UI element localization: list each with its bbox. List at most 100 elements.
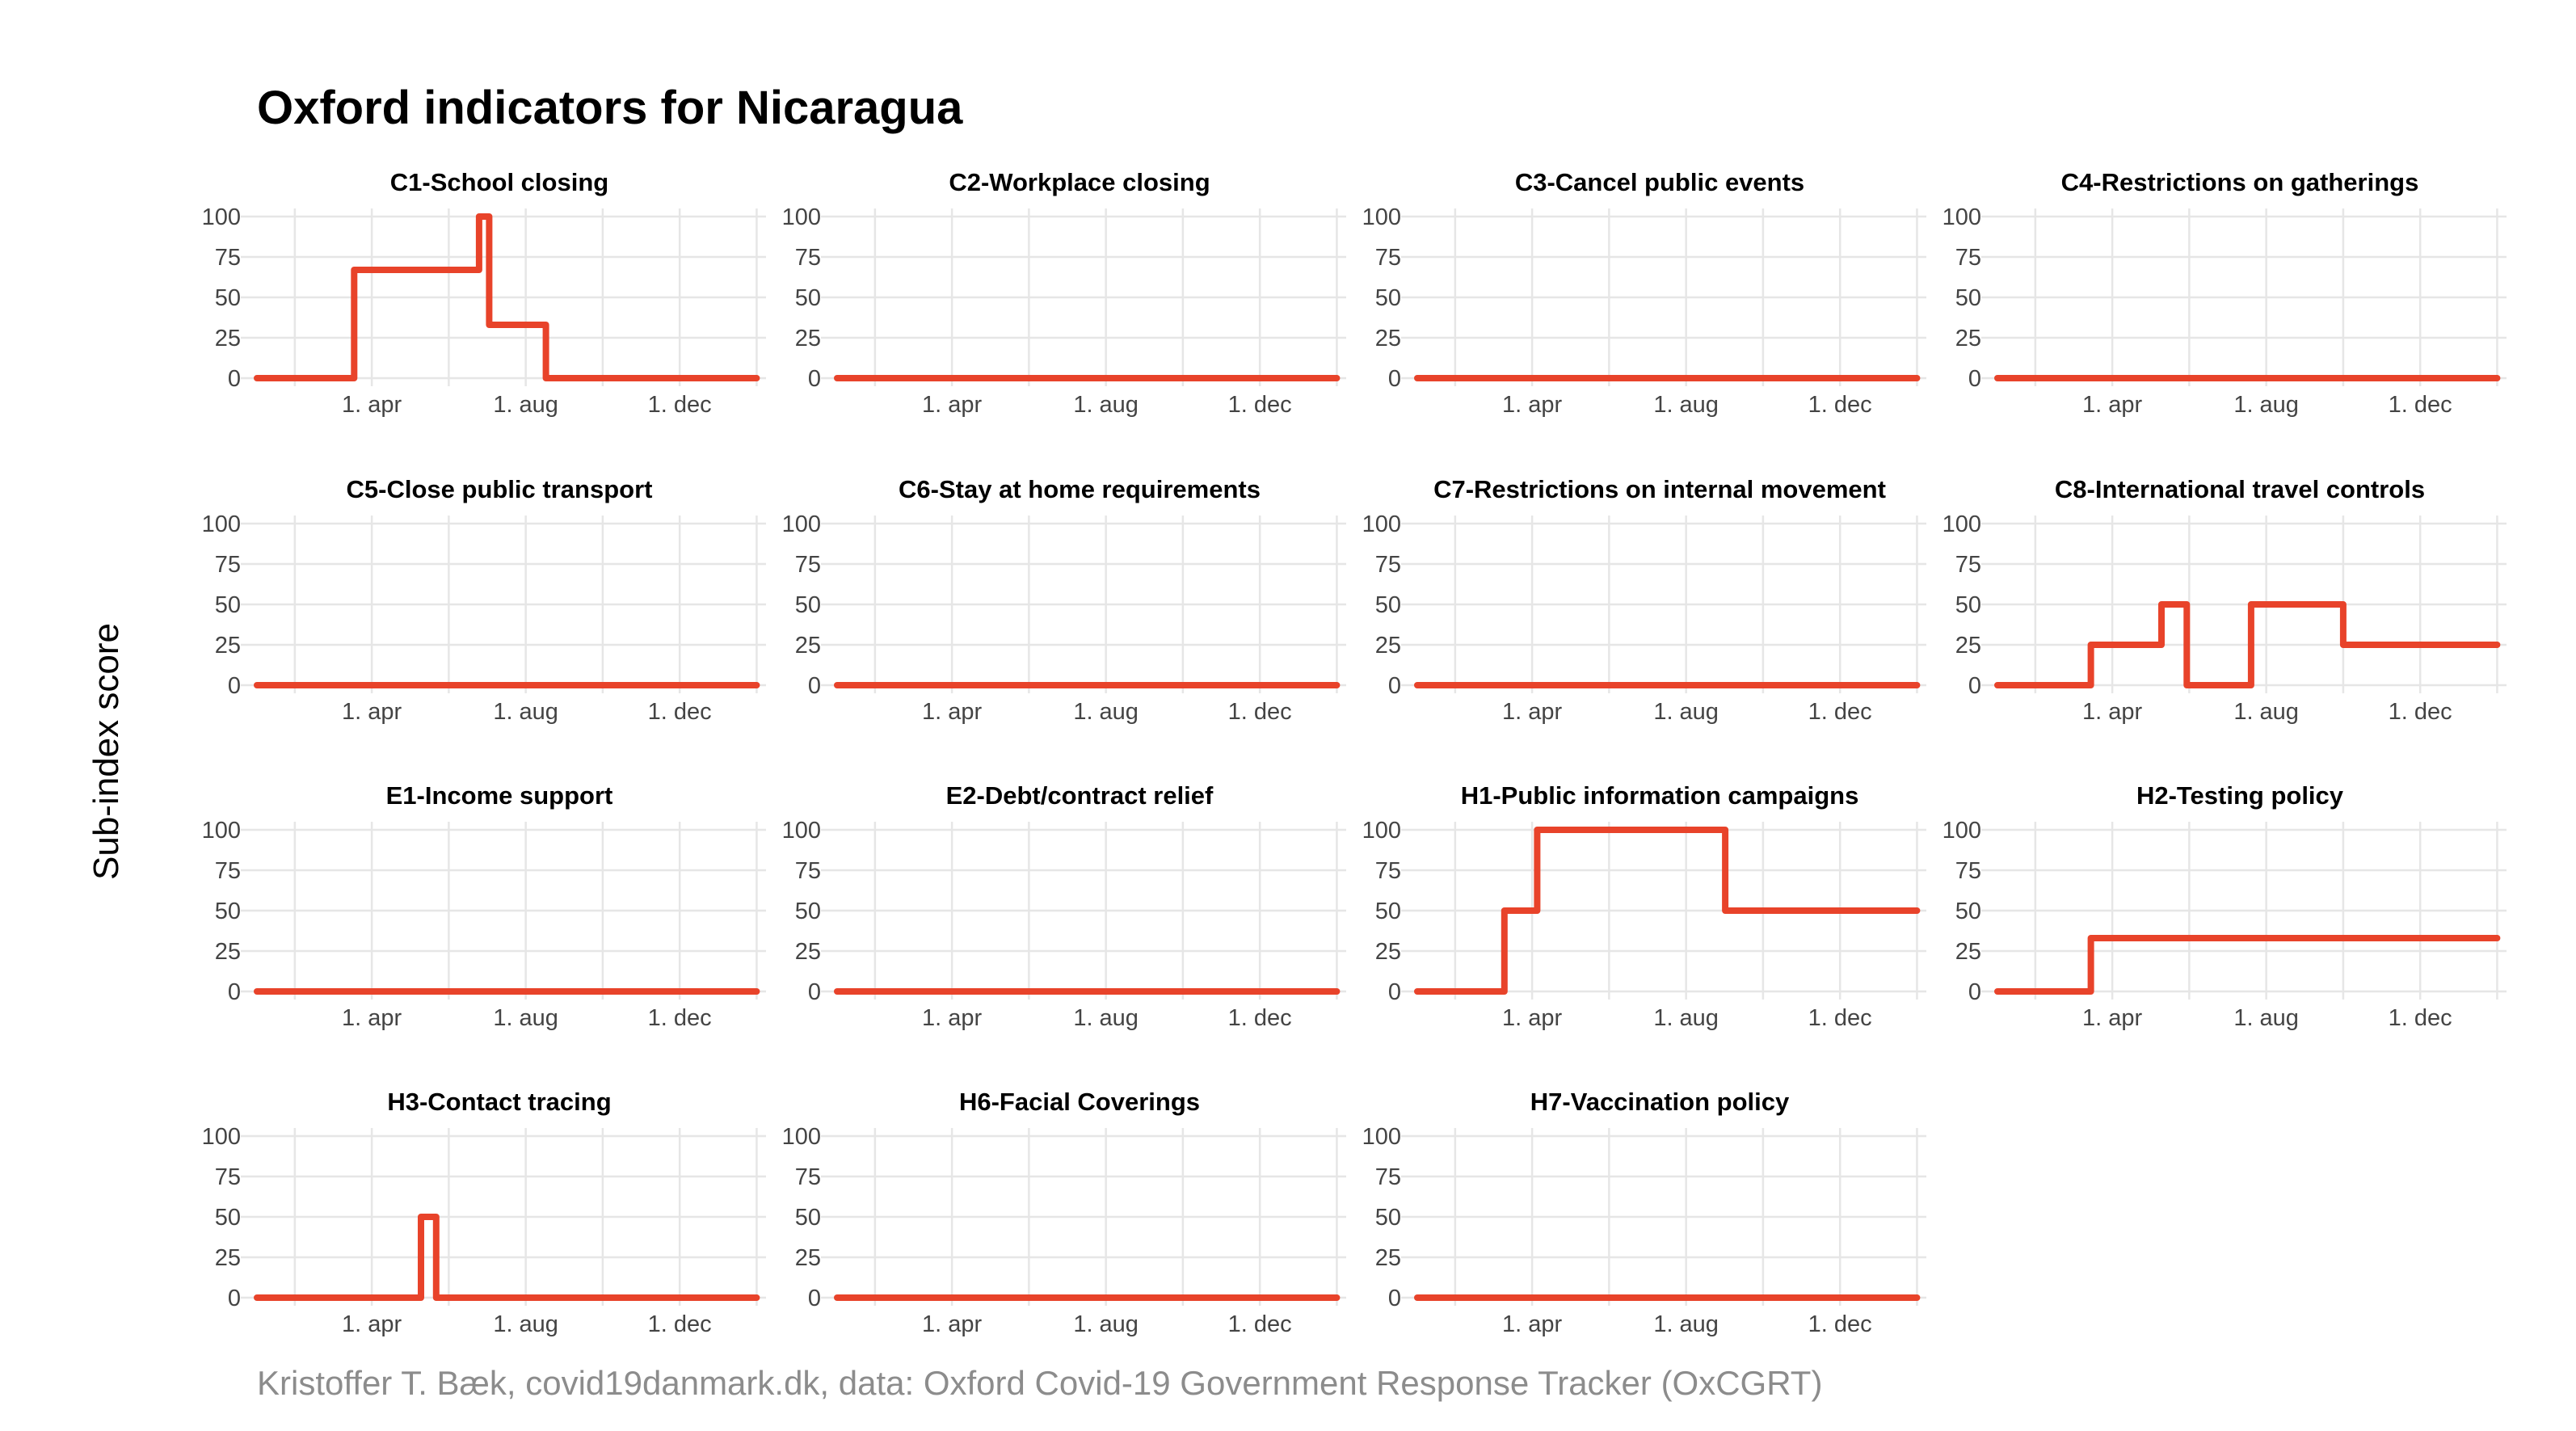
x-tick-label: 1. aug <box>1073 1005 1139 1031</box>
y-tick-label: 50 <box>215 592 241 618</box>
y-tick-label: 100 <box>1362 1124 1401 1150</box>
y-tick-label: 25 <box>1955 326 1981 351</box>
y-tick-label: 75 <box>215 1164 241 1190</box>
x-tick-label: 1. dec <box>2389 1005 2452 1031</box>
panel-c2-workplace-closing: 0 25 50 75 100 1. apr 1. aug 1. dec C2-Workplace… <box>782 168 1346 418</box>
y-tick-label: 50 <box>795 592 821 618</box>
y-tick-label: 50 <box>1955 899 1981 924</box>
x-tick-label: 1. dec <box>1228 1311 1292 1337</box>
x-tick-label: 1. dec <box>1808 1005 1872 1031</box>
x-tick-label: 1. apr <box>2082 699 2142 725</box>
panel-c3-cancel-public-events: 0 25 50 75 100 1. apr 1. aug 1. dec C3-Cancel pu… <box>1362 168 1926 418</box>
x-tick-label: 1. aug <box>1073 699 1139 725</box>
y-tick-label: 50 <box>1375 899 1401 924</box>
y-tick-label: 100 <box>202 1124 241 1150</box>
panel-h3-contact-tracing: 0 25 50 75 100 1. apr 1. aug 1. dec H3-Contact t… <box>202 1088 766 1337</box>
panel-h7-vaccination-policy: 0 25 50 75 100 1. apr 1. aug 1. dec H7-Vaccinati… <box>1362 1088 1926 1337</box>
y-tick-label: 75 <box>215 552 241 578</box>
y-tick-label: 25 <box>795 326 821 351</box>
y-tick-label: 75 <box>1955 245 1981 271</box>
x-tick-label: 1. apr <box>922 1005 982 1031</box>
panel-c7-restrictions-on-internal-movement: 0 25 50 75 100 1. apr 1. aug 1. dec C7-Restricti… <box>1362 475 1926 725</box>
y-tick-label: 50 <box>1375 592 1401 618</box>
panel-c6-stay-at-home-requirements: 0 25 50 75 100 1. apr 1. aug 1. dec C6-Stay at h… <box>782 475 1346 725</box>
panel-h6-facial-coverings: 0 25 50 75 100 1. apr 1. aug 1. dec H6-Facial Co… <box>782 1088 1346 1337</box>
x-tick-label: 1. apr <box>1502 1005 1562 1031</box>
panel-title: H7-Vaccination policy <box>1530 1088 1790 1116</box>
series-line-h2-testing-policy <box>1994 935 2501 995</box>
y-tick-label: 0 <box>1968 673 1981 699</box>
y-tick-label: 0 <box>808 366 821 392</box>
y-tick-label: 0 <box>228 366 241 392</box>
panel-c1-school-closing: 0 25 50 75 100 1. apr 1. aug 1. dec C1-School cl… <box>202 168 766 418</box>
x-tick-label: 1. apr <box>922 699 982 725</box>
y-tick-label: 50 <box>1955 592 1981 618</box>
panel-e2-debt-contract-relief: 0 25 50 75 100 1. apr 1. aug 1. dec E2-Debt/cont… <box>782 781 1346 1031</box>
y-tick-label: 50 <box>215 899 241 924</box>
caption: Kristoffer T. Bæk, covid19danmark.dk, da… <box>257 1364 1823 1402</box>
y-tick-label: 25 <box>215 633 241 659</box>
y-tick-label: 100 <box>1943 511 1981 537</box>
panel-title: C2-Workplace closing <box>949 168 1210 196</box>
x-tick-label: 1. aug <box>1073 392 1139 418</box>
x-tick-label: 1. dec <box>1808 699 1872 725</box>
x-tick-label: 1. apr <box>342 699 402 725</box>
y-tick-label: 100 <box>1943 818 1981 844</box>
x-tick-label: 1. dec <box>1808 392 1872 418</box>
y-tick-label: 100 <box>1943 204 1981 230</box>
panel-h2-testing-policy: 0 25 50 75 100 1. apr 1. aug 1. dec H2-Testing p… <box>1943 781 2507 1031</box>
y-tick-label: 25 <box>795 939 821 965</box>
x-tick-label: 1. apr <box>2082 1005 2142 1031</box>
y-tick-label: 25 <box>1375 633 1401 659</box>
x-tick-label: 1. aug <box>493 392 558 418</box>
y-tick-label: 75 <box>1955 552 1981 578</box>
panel-title: C4-Restrictions on gatherings <box>2061 168 2419 196</box>
y-tick-label: 75 <box>795 1164 821 1190</box>
y-tick-label: 25 <box>1375 939 1401 965</box>
y-tick-label: 100 <box>1362 511 1401 537</box>
panel-title: H2-Testing policy <box>2136 781 2344 810</box>
y-tick-label: 25 <box>215 326 241 351</box>
x-tick-label: 1. aug <box>1653 392 1719 418</box>
y-tick-label: 100 <box>782 511 821 537</box>
y-tick-label: 50 <box>1955 285 1981 311</box>
y-tick-label: 25 <box>1375 326 1401 351</box>
y-tick-label: 25 <box>795 1245 821 1271</box>
panel-title: H1-Public information campaigns <box>1461 781 1859 810</box>
y-tick-label: 75 <box>1375 858 1401 884</box>
chart-title: Oxford indicators for Nicaragua <box>257 82 963 134</box>
y-tick-label: 75 <box>795 858 821 884</box>
x-tick-label: 1. aug <box>493 699 558 725</box>
panel-h1-public-information-campaigns: 0 25 50 75 100 1. apr 1. aug 1. dec H1-Public in… <box>1362 781 1926 1031</box>
x-tick-label: 1. dec <box>648 1005 712 1031</box>
y-tick-label: 75 <box>215 245 241 271</box>
y-tick-label: 75 <box>795 552 821 578</box>
y-tick-label: 50 <box>215 1205 241 1231</box>
x-tick-label: 1. apr <box>1502 699 1562 725</box>
panel-title: E1-Income support <box>386 781 613 810</box>
y-tick-label: 25 <box>795 633 821 659</box>
y-tick-label: 0 <box>1388 673 1401 699</box>
series-line-c1-school-closing <box>254 213 760 381</box>
y-tick-label: 75 <box>1375 1164 1401 1190</box>
y-tick-label: 100 <box>202 511 241 537</box>
x-tick-label: 1. aug <box>1653 1005 1719 1031</box>
x-tick-label: 1. apr <box>922 392 982 418</box>
y-tick-label: 25 <box>215 1245 241 1271</box>
panel-title: H3-Contact tracing <box>387 1088 611 1116</box>
x-tick-label: 1. dec <box>648 1311 712 1337</box>
y-tick-label: 0 <box>808 673 821 699</box>
panel-title: H6-Facial Coverings <box>959 1088 1200 1116</box>
x-tick-label: 1. dec <box>1228 392 1292 418</box>
x-tick-label: 1. dec <box>648 699 712 725</box>
y-tick-label: 0 <box>808 979 821 1005</box>
x-tick-label: 1. dec <box>2389 392 2452 418</box>
x-tick-label: 1. apr <box>2082 392 2142 418</box>
x-tick-label: 1. dec <box>1228 699 1292 725</box>
series-line-h3-contact-tracing <box>254 1214 760 1301</box>
y-tick-label: 75 <box>1375 245 1401 271</box>
y-tick-label: 50 <box>795 1205 821 1231</box>
series-line-h1-public-information-campaigns <box>1414 827 1921 995</box>
x-tick-label: 1. aug <box>1653 699 1719 725</box>
panel-e1-income-support: 0 25 50 75 100 1. apr 1. aug 1. dec E1-Income su… <box>202 781 766 1031</box>
